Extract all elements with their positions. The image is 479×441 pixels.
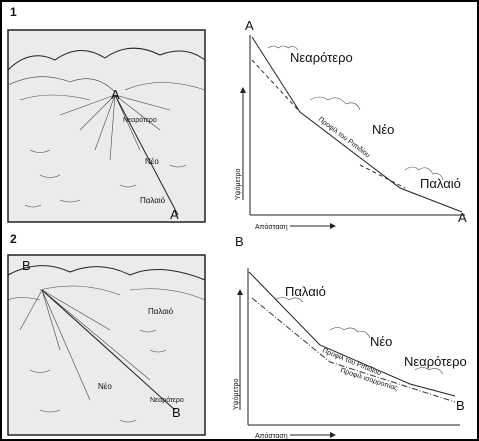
profile-plot — [240, 35, 465, 229]
panel-number: 2 — [10, 232, 17, 246]
end-label: B — [456, 398, 465, 413]
zone-label: Νεαρότερο — [290, 50, 353, 65]
x-axis-label: Απόσταση — [255, 223, 288, 231]
zone-label: Παλαιό — [140, 196, 166, 205]
zone-label: Νέο — [372, 122, 394, 137]
zone-label: Νέο — [98, 382, 112, 391]
sketch — [7, 29, 206, 223]
start-label: B — [235, 234, 244, 249]
zone-label: Νεαρότερο — [150, 396, 184, 404]
x-axis-label: Απόσταση — [255, 432, 288, 440]
end-label: A — [170, 207, 179, 222]
zone-label: Νέο — [145, 157, 159, 166]
apex-label: B — [22, 258, 31, 273]
zone-label: Νέο — [370, 334, 392, 349]
end-label: B — [172, 405, 181, 420]
sketch — [7, 254, 206, 436]
apex-label: A — [111, 87, 120, 102]
profile-plot — [237, 268, 460, 438]
panel-number: 1 — [10, 5, 17, 19]
zone-label: Παλαιό — [148, 307, 174, 316]
zone-label: Νεαρότερο — [404, 354, 467, 369]
zone-label: Νεαρότερο — [123, 116, 157, 124]
zone-label: Παλαιό — [285, 284, 326, 299]
end-label: A — [458, 210, 467, 225]
start-label: A — [245, 18, 254, 33]
y-axis-label: Υψόμετρο — [232, 379, 240, 410]
zone-label: Παλαιό — [420, 176, 461, 191]
y-axis-label: Υψόμετρο — [234, 169, 242, 200]
